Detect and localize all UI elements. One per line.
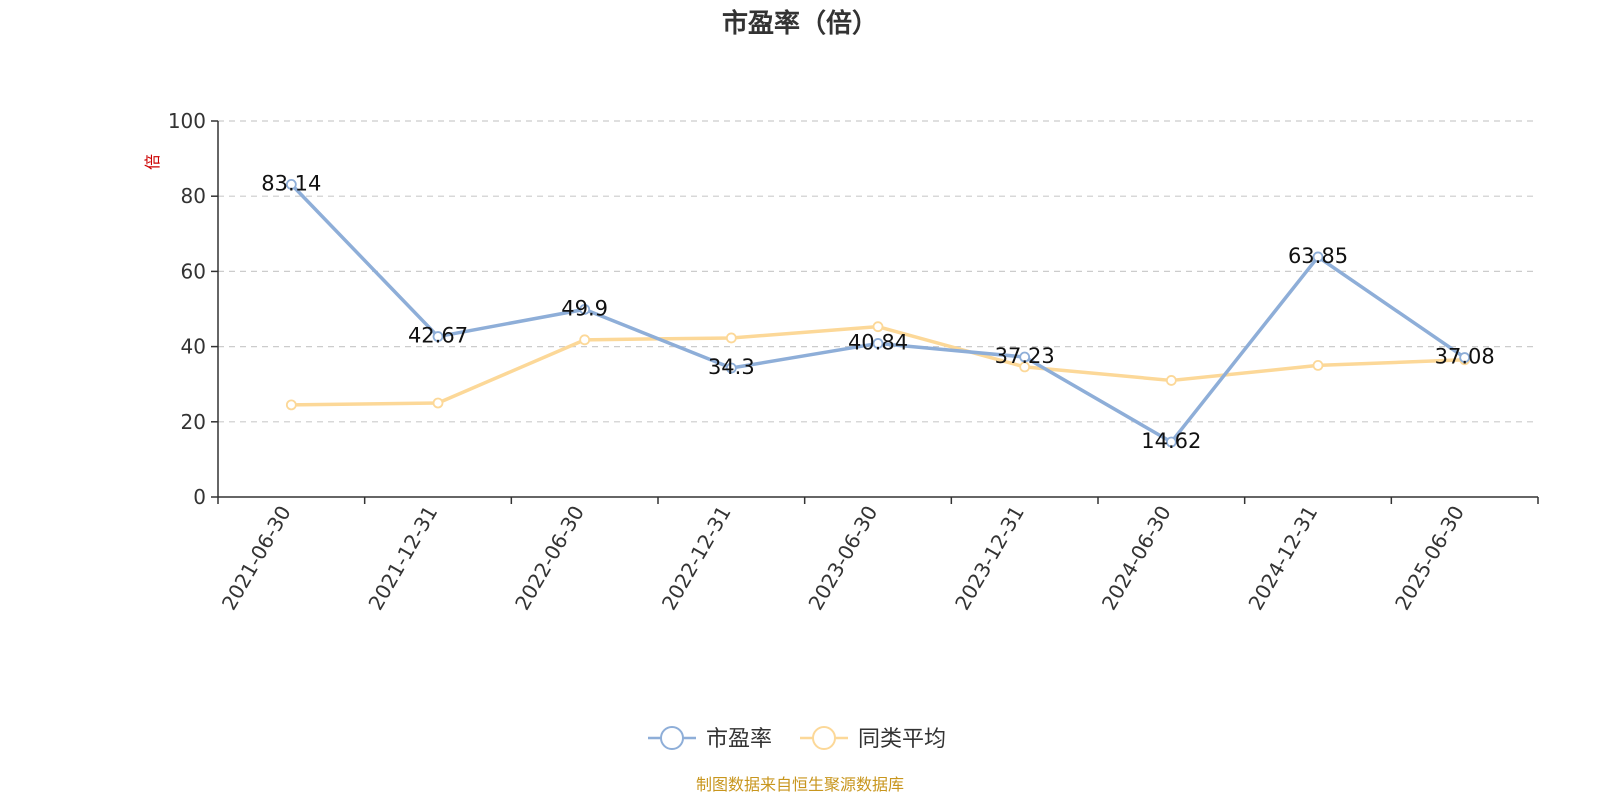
- y-tick-label: 0: [193, 485, 206, 509]
- x-tick-label: 2023-12-31: [950, 502, 1029, 615]
- legend-label: 同类平均: [858, 727, 946, 752]
- legend[interactable]: 市盈率 同类平均: [648, 726, 946, 752]
- data-label: 42.67: [408, 324, 468, 348]
- legend-swatch-marker: [660, 726, 684, 750]
- legend-item-0[interactable]: 市盈率: [648, 726, 772, 752]
- data-point[interactable]: [1165, 436, 1177, 448]
- data-point[interactable]: [1312, 251, 1324, 263]
- data-point[interactable]: [579, 303, 591, 315]
- data-point[interactable]: [725, 362, 737, 374]
- y-axis-label: 倍: [143, 154, 162, 170]
- data-label: 37.23: [995, 344, 1055, 368]
- x-tick-label: 2022-12-31: [657, 502, 736, 615]
- x-tick-label: 2023-06-30: [803, 502, 882, 615]
- data-point[interactable]: [285, 399, 297, 411]
- series-layer: [285, 178, 1471, 448]
- x-tick-label: 2024-12-31: [1243, 502, 1322, 615]
- y-tick-label: 40: [181, 335, 206, 359]
- legend-label: 市盈率: [706, 727, 772, 752]
- data-point[interactable]: [872, 338, 884, 349]
- data-label: 37.08: [1435, 345, 1495, 369]
- y-tick-label: 100: [168, 109, 206, 133]
- data-labels: 83.14 42.67 49.9 34.3 40.84 37.23 14.62 63.85 37…: [261, 171, 1494, 453]
- series-line-0: [290, 183, 1466, 444]
- y-tick-label: 20: [181, 410, 206, 434]
- data-label: 14.62: [1141, 429, 1201, 453]
- data-label: 63.85: [1288, 244, 1348, 268]
- y-tick-label: 80: [181, 184, 206, 208]
- data-point[interactable]: [725, 332, 737, 344]
- data-point[interactable]: [432, 331, 444, 342]
- data-point[interactable]: [872, 321, 884, 333]
- chart-title: 市盈率（倍）: [722, 8, 878, 39]
- data-label: 34.3: [708, 355, 755, 379]
- x-tick-label: 2022-06-30: [510, 502, 589, 615]
- data-label: 49.9: [561, 296, 608, 320]
- legend-item-1[interactable]: 同类平均: [800, 726, 946, 752]
- data-point[interactable]: [1459, 352, 1471, 363]
- data-point[interactable]: [1019, 351, 1031, 363]
- x-tick-label: 2025-06-30: [1390, 502, 1469, 615]
- source-note: 制图数据来自恒生聚源数据库: [696, 775, 904, 794]
- data-point[interactable]: [432, 397, 444, 409]
- data-label: 83.14: [261, 171, 321, 195]
- data-point[interactable]: [579, 334, 591, 346]
- y-tick-label: 60: [181, 259, 206, 283]
- data-point[interactable]: [1165, 375, 1177, 386]
- x-tick-label: 2024-06-30: [1097, 502, 1176, 615]
- data-label: 40.84: [848, 330, 908, 354]
- grid-lines: [218, 120, 1538, 423]
- axes: 0 20 40 60 80 100 2021-06-30 2021-12-31 2022-06-…: [168, 109, 1539, 615]
- data-point[interactable]: [1312, 359, 1324, 371]
- data-point[interactable]: [285, 178, 297, 190]
- x-tick-label: 2021-12-31: [363, 502, 442, 615]
- x-tick-label: 2021-06-30: [217, 502, 296, 615]
- legend-swatch-marker: [812, 726, 836, 750]
